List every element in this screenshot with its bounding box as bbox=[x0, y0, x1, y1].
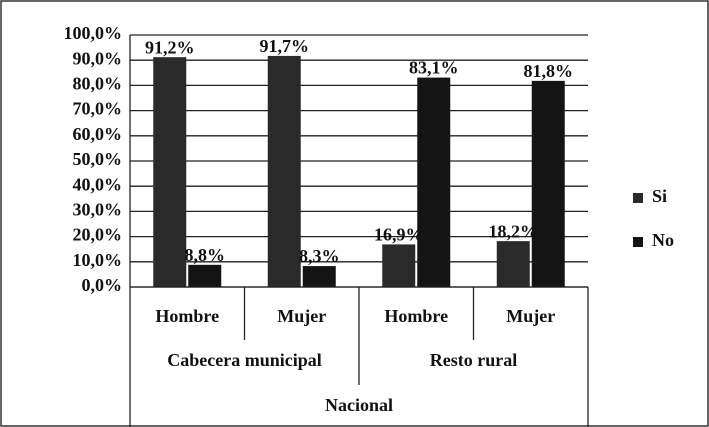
data-label: 18,2% bbox=[489, 221, 539, 241]
y-tick-label: 60,0% bbox=[73, 124, 123, 144]
x-tick-label: Mujer bbox=[277, 306, 326, 326]
y-tick-label: 100,0% bbox=[64, 23, 123, 43]
y-tick-label: 70,0% bbox=[73, 99, 123, 119]
data-label: 16,9% bbox=[374, 225, 424, 245]
y-tick-label: 30,0% bbox=[73, 200, 123, 220]
x-tick-label: Mujer bbox=[506, 306, 555, 326]
legend-swatch bbox=[633, 193, 643, 203]
x-tick-label: Hombre bbox=[155, 306, 219, 326]
y-tick-label: 0,0% bbox=[82, 275, 123, 295]
bar bbox=[531, 80, 565, 287]
bar bbox=[267, 55, 301, 287]
y-tick-label: 10,0% bbox=[73, 250, 123, 270]
data-label: 91,2% bbox=[145, 37, 195, 57]
data-label: 8,3% bbox=[299, 246, 340, 266]
data-label: 81,8% bbox=[524, 61, 574, 81]
y-tick-label: 20,0% bbox=[73, 225, 123, 245]
data-label: 8,8% bbox=[185, 245, 226, 265]
bar bbox=[153, 57, 187, 288]
legend-swatch bbox=[633, 237, 643, 247]
super-group-label: Nacional bbox=[325, 395, 393, 415]
legend-label: Si bbox=[652, 186, 667, 206]
x-tick-label: Hombre bbox=[384, 306, 448, 326]
y-tick-label: 50,0% bbox=[73, 149, 123, 169]
bar bbox=[302, 266, 336, 287]
legend-label: No bbox=[652, 230, 674, 250]
group-label: Cabecera municipal bbox=[167, 350, 322, 370]
bar bbox=[382, 244, 416, 287]
data-label: 91,7% bbox=[260, 36, 310, 56]
y-tick-label: 40,0% bbox=[73, 174, 123, 194]
bar bbox=[496, 241, 530, 287]
y-tick-label: 90,0% bbox=[73, 48, 123, 68]
bar bbox=[417, 77, 451, 287]
y-tick-label: 80,0% bbox=[73, 74, 123, 94]
group-label: Resto rural bbox=[430, 350, 517, 370]
data-label: 83,1% bbox=[409, 58, 459, 78]
bar bbox=[188, 264, 222, 287]
